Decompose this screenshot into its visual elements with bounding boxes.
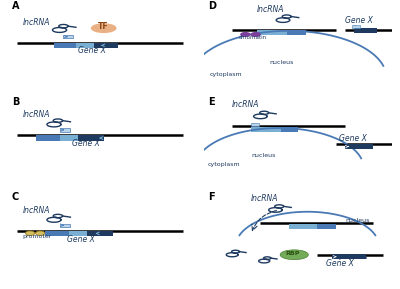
Bar <box>69 231 87 236</box>
Bar <box>251 127 281 131</box>
Text: Gene X: Gene X <box>326 260 354 268</box>
Bar <box>317 224 336 229</box>
Text: cytoplasm: cytoplasm <box>208 162 240 167</box>
Text: promoter: promoter <box>23 234 52 239</box>
Bar <box>63 35 73 38</box>
Text: Gene X: Gene X <box>345 16 373 25</box>
Bar <box>76 43 94 48</box>
Text: nucleus: nucleus <box>345 218 369 223</box>
Bar <box>281 127 298 131</box>
Text: lncRNA: lncRNA <box>251 194 278 203</box>
Text: Gene X: Gene X <box>67 235 95 244</box>
Text: TF: TF <box>98 22 109 31</box>
Circle shape <box>240 32 251 37</box>
Text: Gene X: Gene X <box>72 139 100 148</box>
Text: F: F <box>208 192 214 202</box>
Bar <box>332 254 366 259</box>
Bar <box>287 30 306 35</box>
Circle shape <box>26 231 35 236</box>
Text: RBP: RBP <box>286 251 300 256</box>
Bar <box>94 43 118 48</box>
Text: lncRNA: lncRNA <box>23 18 50 27</box>
Bar <box>257 30 287 35</box>
Ellipse shape <box>280 250 308 260</box>
Bar <box>87 231 113 236</box>
Bar <box>60 224 70 227</box>
Text: C: C <box>12 192 19 202</box>
Circle shape <box>36 231 45 236</box>
Text: A: A <box>12 1 19 11</box>
Bar <box>354 28 377 33</box>
Text: B: B <box>12 97 19 107</box>
Bar <box>60 128 70 131</box>
Text: lncRNA: lncRNA <box>257 5 284 14</box>
Text: lncRNA: lncRNA <box>23 206 50 215</box>
Ellipse shape <box>91 23 116 33</box>
Text: chromatin: chromatin <box>239 35 267 40</box>
Bar <box>251 123 260 126</box>
Text: nucleus: nucleus <box>270 60 294 65</box>
Bar <box>78 135 104 140</box>
Bar <box>289 224 317 229</box>
Bar <box>345 144 373 149</box>
Text: Gene X: Gene X <box>78 46 106 55</box>
Bar <box>352 25 360 28</box>
Bar <box>45 231 69 236</box>
Text: lncRNA: lncRNA <box>23 110 50 119</box>
Text: Gene X: Gene X <box>339 134 367 143</box>
Text: lncRNA: lncRNA <box>232 100 260 110</box>
Circle shape <box>250 32 261 37</box>
Bar <box>36 135 60 140</box>
Bar <box>54 43 76 48</box>
Text: E: E <box>208 97 214 107</box>
Text: cytoplasm: cytoplasm <box>210 72 242 77</box>
Text: D: D <box>208 1 216 11</box>
Bar <box>60 135 78 140</box>
Text: nucleus: nucleus <box>251 153 275 158</box>
Text: cytoplasm: cytoplasm <box>336 255 368 260</box>
